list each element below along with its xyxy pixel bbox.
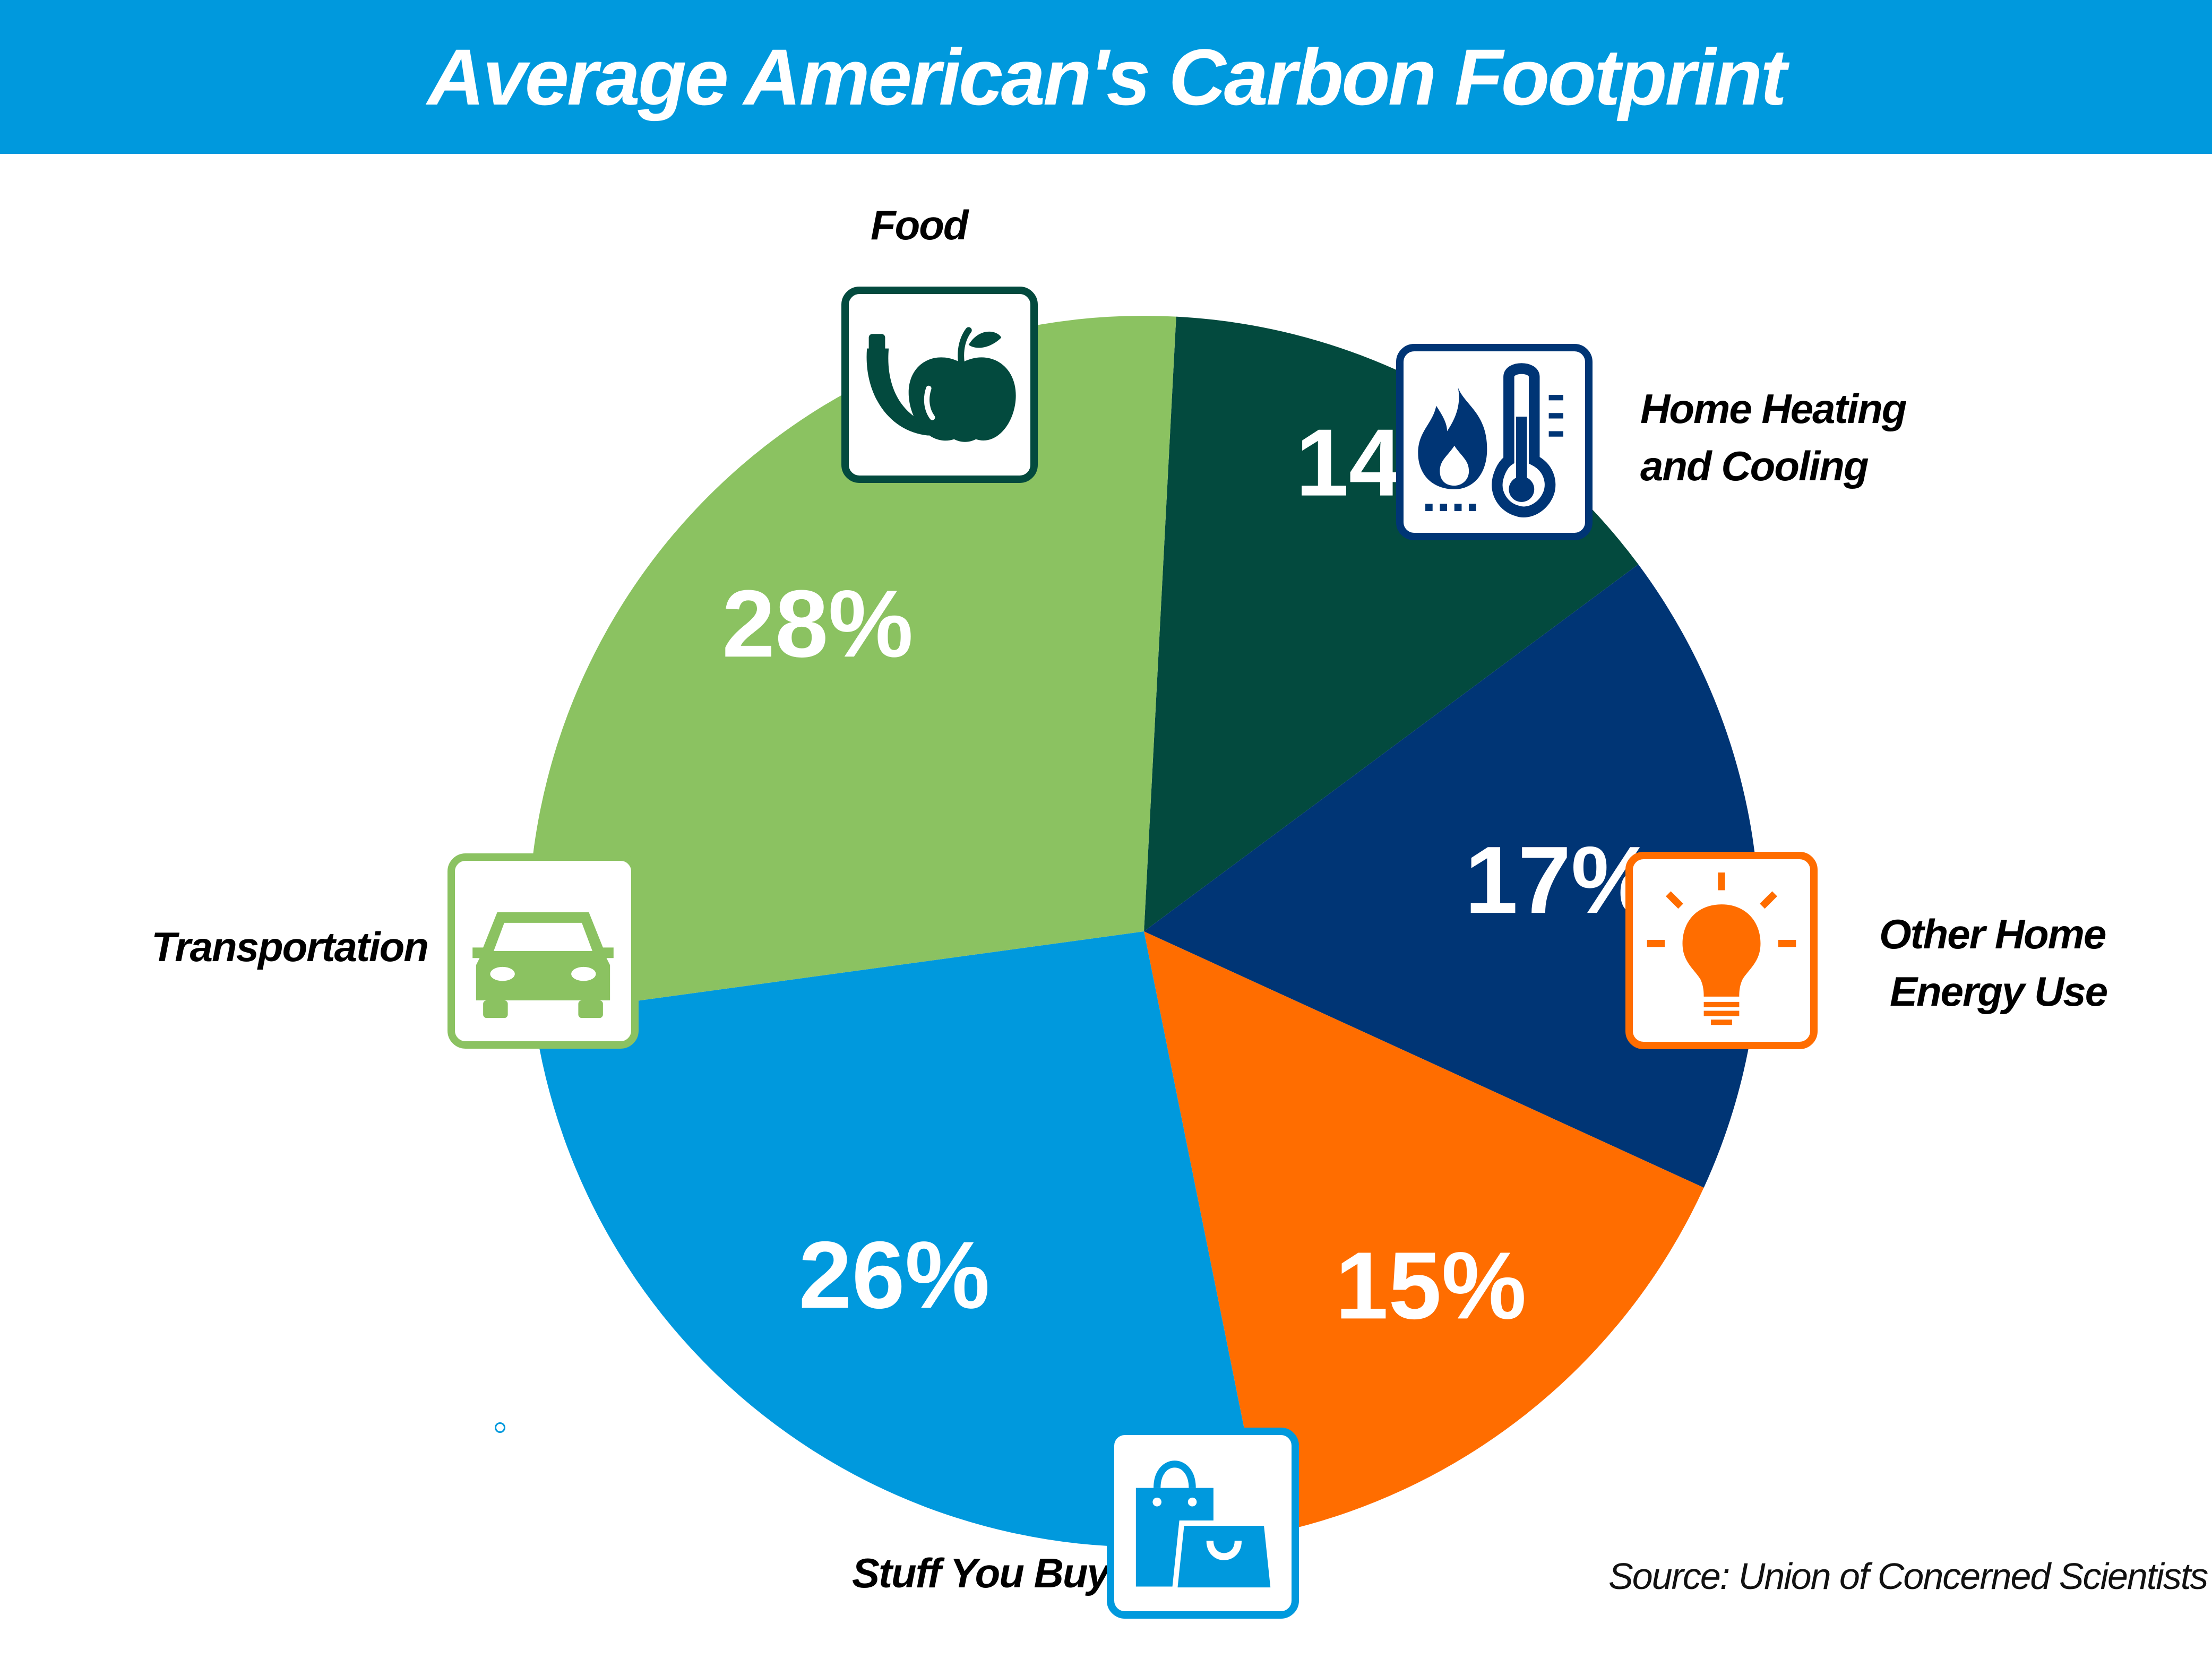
title-banner xyxy=(0,0,2212,154)
stuff-you-buy-icon-box xyxy=(1107,1428,1299,1619)
value-label-other-home-energy-use: 15% xyxy=(1335,1232,1526,1339)
label-transportation: Transportation xyxy=(151,923,429,970)
pie-slice-other-home-energy-use xyxy=(1144,931,1704,1535)
value-label-stuff-you-buy: 26% xyxy=(798,1222,989,1328)
pie-slice-stuff-you-buy xyxy=(533,931,1266,1547)
value-label-transportation: 28% xyxy=(722,571,913,677)
fruit-icon xyxy=(866,327,1016,442)
label-food: Food xyxy=(871,202,969,248)
registered-mark xyxy=(495,1422,505,1433)
pie-slice-home-heating-and-cooling xyxy=(1144,564,1760,1188)
car-icon xyxy=(472,912,614,1018)
source-note: Source: Union of Concerned Scientists xyxy=(1608,1556,2208,1597)
other-home-energy-icon-box xyxy=(1625,852,1818,1049)
shopping-bags-icon xyxy=(1135,1461,1277,1593)
value-label-home-heating-and-cooling: 17% xyxy=(1465,827,1656,934)
pie-slice-transportation xyxy=(528,316,1176,1015)
label-stuff-you-buy: Stuff You Buy xyxy=(852,1550,1110,1596)
chart-title: Average American's Carbon Footprint xyxy=(427,32,1787,122)
label-home-heating: Home Heating and Cooling xyxy=(1640,385,1907,489)
flame-thermometer-icon xyxy=(1418,363,1563,517)
transportation-icon-box xyxy=(447,853,639,1049)
home-heating-icon-box xyxy=(1396,344,1593,540)
label-other-home-energy: Other Home Energy Use xyxy=(1879,911,2108,1015)
food-icon-box xyxy=(841,287,1038,483)
lightbulb-icon xyxy=(1647,872,1796,1025)
